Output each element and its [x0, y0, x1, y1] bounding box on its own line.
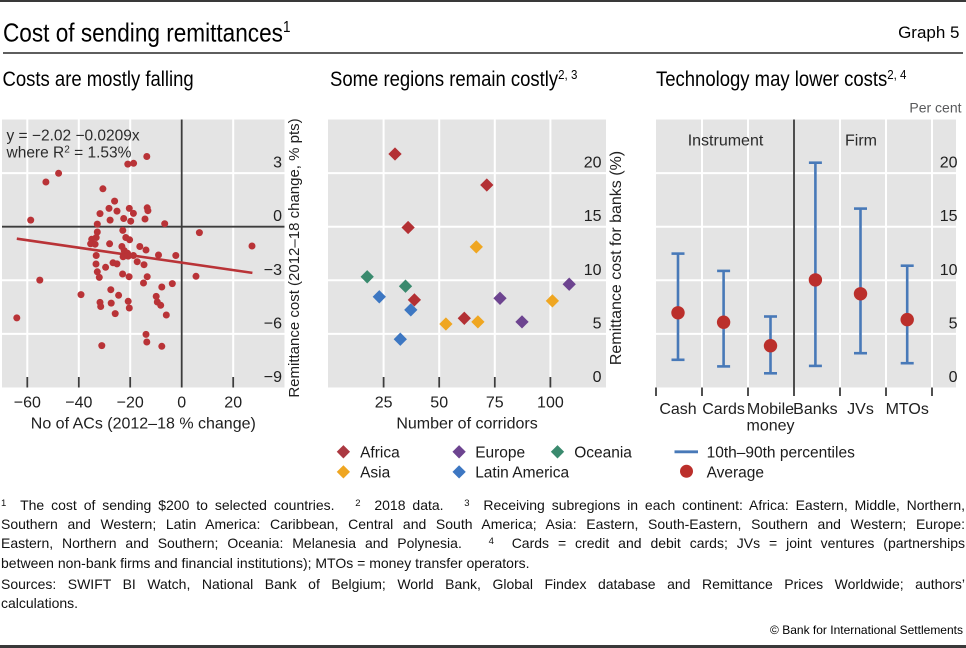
svg-text:−3: −3	[264, 262, 282, 279]
svg-text:Number of corridors: Number of corridors	[396, 416, 537, 433]
svg-text:10: 10	[584, 262, 602, 279]
svg-text:50: 50	[430, 394, 448, 411]
svg-text:−60: −60	[14, 394, 41, 411]
svg-text:Banks: Banks	[793, 401, 837, 418]
svg-text:Graph 5: Graph 5	[898, 23, 959, 42]
svg-text:15: 15	[940, 208, 958, 225]
svg-text:Technology may lower costs2, 4: Technology may lower costs2, 4	[656, 67, 907, 91]
svg-text:100: 100	[537, 394, 564, 411]
svg-text:Africa: Africa	[360, 444, 400, 461]
svg-text:Latin America: Latin America	[475, 465, 569, 482]
svg-text:75: 75	[486, 394, 504, 411]
svg-text:where R2 = 1.53%: where R2 = 1.53%	[6, 144, 132, 161]
svg-text:MTOs: MTOs	[886, 401, 929, 418]
svg-text:Some regions remain costly2, 3: Some regions remain costly2, 3	[330, 67, 577, 91]
svg-text:−9: −9	[264, 369, 282, 386]
svg-text:5: 5	[593, 315, 602, 332]
svg-text:No of ACs (2012–18 % change): No of ACs (2012–18 % change)	[31, 416, 256, 433]
svg-text:Per cent: Per cent	[909, 100, 961, 116]
svg-text:Oceania: Oceania	[574, 444, 632, 461]
svg-text:−20: −20	[117, 394, 144, 411]
svg-text:y = −2.02 −0.0209x: y = −2.02 −0.0209x	[7, 127, 140, 144]
svg-text:Mobile: Mobile	[747, 401, 794, 418]
svg-text:10th–90th percentiles: 10th–90th percentiles	[707, 444, 855, 461]
svg-text:Cost of sending remittances1: Cost of sending remittances1	[3, 19, 290, 48]
svg-text:−40: −40	[65, 394, 92, 411]
svg-text:−6: −6	[264, 315, 282, 332]
svg-text:Europe: Europe	[475, 444, 525, 461]
svg-text:Remittance cost for banks (%): Remittance cost for banks (%)	[608, 151, 625, 365]
svg-text:0: 0	[949, 369, 958, 386]
svg-text:0: 0	[593, 369, 602, 386]
svg-text:Cash: Cash	[659, 401, 696, 418]
svg-text:0: 0	[177, 394, 186, 411]
svg-text:20: 20	[940, 155, 958, 172]
svg-text:Costs are mostly falling: Costs are mostly falling	[3, 68, 194, 91]
svg-text:Average: Average	[707, 465, 764, 482]
svg-text:Cards: Cards	[702, 401, 745, 418]
svg-text:20: 20	[224, 394, 242, 411]
svg-text:0: 0	[273, 208, 282, 225]
svg-text:25: 25	[375, 394, 393, 411]
svg-text:10: 10	[940, 262, 958, 279]
svg-text:Instrument: Instrument	[688, 132, 764, 149]
svg-text:15: 15	[584, 208, 602, 225]
svg-text:Asia: Asia	[360, 465, 391, 482]
svg-text:Remittance cost (2012–18 chang: Remittance cost (2012–18 change, % pts)	[286, 118, 303, 397]
svg-text:3: 3	[273, 155, 282, 172]
svg-text:money: money	[746, 417, 794, 434]
svg-text:Firm: Firm	[845, 132, 877, 149]
svg-text:5: 5	[949, 315, 958, 332]
svg-text:JVs: JVs	[847, 401, 874, 418]
svg-text:20: 20	[584, 155, 602, 172]
